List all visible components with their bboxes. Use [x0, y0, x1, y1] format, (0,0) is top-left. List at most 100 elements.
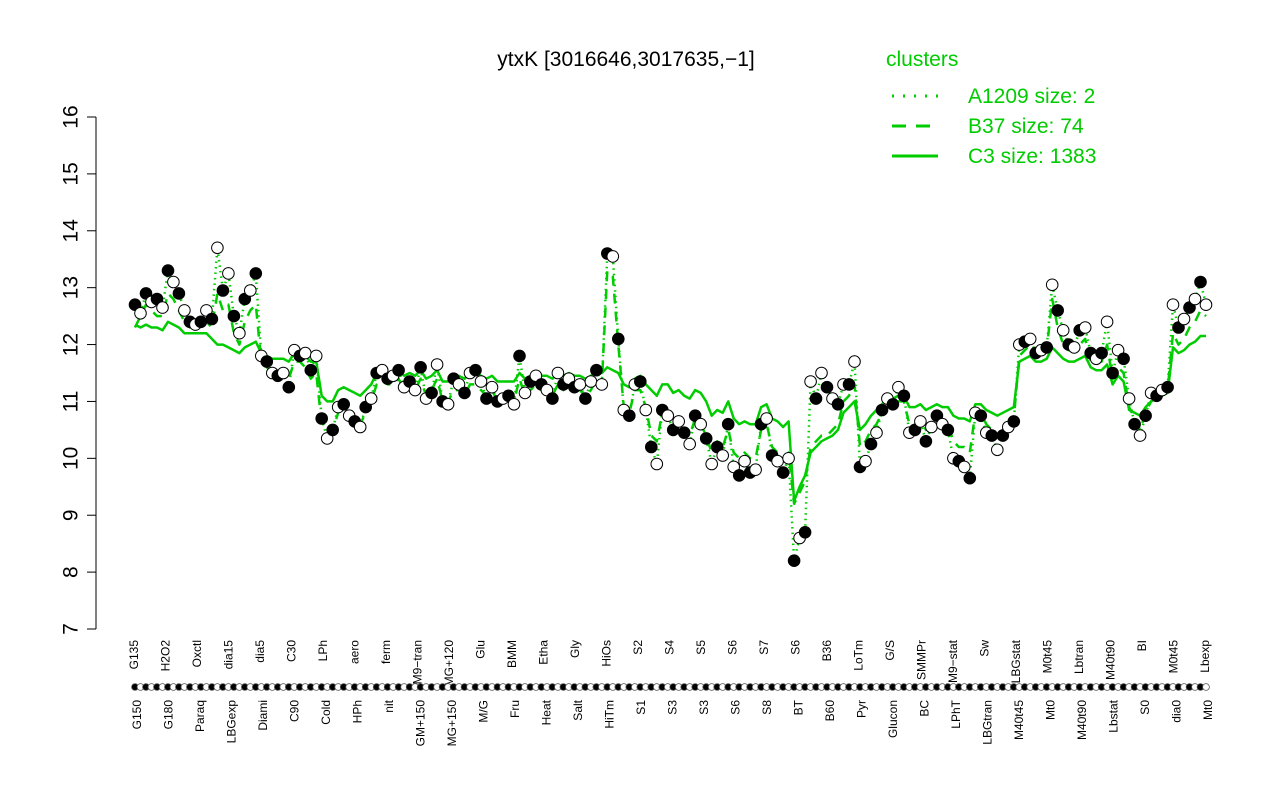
data-point — [1139, 409, 1152, 423]
x-tick-label-top: Sw — [978, 640, 992, 657]
x-tick-label-top: S5 — [694, 640, 708, 655]
x-tick-label-bottom: Cold — [319, 700, 333, 725]
y-tick-label: 13 — [60, 276, 83, 299]
x-tick-label-bottom: dia0 — [1170, 700, 1184, 723]
x-tick-label-top: BMM — [505, 640, 519, 668]
x-tick-label-bottom: Glucon — [886, 700, 900, 738]
data-point — [925, 420, 938, 434]
x-tick-label-top: LBGstat — [1009, 639, 1023, 683]
data-point — [546, 392, 559, 405]
data-point — [732, 469, 746, 482]
category-marker — [1202, 683, 1210, 691]
data-point — [441, 398, 455, 411]
chart-title: ytxK [3016646,3017635,−1] — [497, 48, 754, 71]
data-point — [315, 412, 329, 425]
data-point — [870, 426, 883, 440]
data-point — [848, 355, 861, 368]
data-point — [513, 349, 526, 363]
data-point — [282, 380, 296, 394]
x-tick-label-top: Glu — [474, 640, 488, 659]
data-point — [623, 409, 636, 423]
data-point — [941, 423, 955, 437]
data-point — [716, 449, 730, 462]
data-point — [1106, 366, 1119, 380]
y-tick-label: 9 — [60, 509, 83, 521]
data-point — [815, 366, 828, 380]
data-point — [469, 363, 482, 377]
data-point — [178, 304, 191, 317]
y-axis: 7 8 9 10 11 12 13 14 15 16 — [60, 105, 97, 635]
data-point — [1040, 341, 1053, 354]
data-point — [1067, 341, 1081, 354]
data-point — [645, 440, 658, 454]
data-point — [425, 386, 438, 400]
x-tick-label-bottom: Paraq — [193, 700, 207, 732]
data-point — [309, 349, 323, 363]
x-tick-label-bottom: M40t90 — [1075, 700, 1089, 740]
data-point — [634, 375, 647, 388]
data-point — [787, 554, 801, 568]
data-point — [590, 363, 603, 377]
x-tick-label-bottom: GM+150 — [414, 700, 428, 747]
legend-label-1: B37 size: 74 — [968, 115, 1084, 138]
data-point — [831, 398, 845, 411]
y-tick-label: 14 — [60, 219, 83, 243]
x-tick-label-bottom: Heat — [540, 699, 554, 725]
x-tick-label-bottom: LPhT — [949, 699, 963, 728]
x-tick-label-top: dia5 — [253, 640, 267, 663]
data-point — [1095, 346, 1108, 360]
data-point — [1188, 292, 1202, 306]
data-point — [1194, 275, 1207, 289]
data-point — [639, 403, 653, 417]
x-tick-label-bottom: S3 — [697, 700, 711, 715]
x-tick-label-bottom: MG+150 — [445, 700, 459, 747]
data-point — [677, 426, 691, 440]
x-tick-label-bottom: S1 — [634, 700, 648, 715]
x-tick-label-top: G135 — [127, 640, 141, 670]
x-tick-label-top: Lbexp — [1198, 640, 1212, 673]
data-point — [864, 437, 878, 451]
y-tick-label: 11 — [60, 391, 83, 413]
data-point — [1045, 278, 1059, 292]
x-tick-label-top: M9−stat — [946, 639, 960, 683]
data-point — [1051, 304, 1064, 317]
x-tick-label-top: M0t45 — [1041, 640, 1055, 674]
data-point — [161, 264, 175, 277]
x-tick-label-bottom: Mt0 — [1201, 700, 1215, 720]
x-tick-label-bottom: B60 — [823, 700, 837, 722]
data-point — [233, 326, 246, 340]
y-ticks: 7 8 9 10 11 12 13 14 15 16 — [60, 105, 96, 635]
data-point — [277, 366, 290, 380]
data-point — [326, 423, 340, 437]
y-tick-label: 7 — [60, 623, 83, 635]
data-point — [299, 346, 312, 360]
data-point — [579, 392, 592, 405]
x-tick-label-top: MG+120 — [442, 640, 456, 687]
x-tick-label-top: Oxctl — [190, 640, 204, 667]
x-tick-label-top: H2O2 — [159, 640, 173, 672]
data-point — [1100, 315, 1114, 329]
data-point — [260, 355, 274, 368]
data-point — [227, 309, 241, 323]
x-axis: G135 G150 H2O2 G180 Oxctl Paraq dia15 LBGexp dia… — [127, 639, 1215, 746]
data-point — [584, 375, 598, 388]
data-point — [1133, 429, 1147, 442]
data-point — [782, 452, 795, 465]
data-point — [1023, 332, 1037, 346]
legend-label-2: C3 size: 1383 — [968, 145, 1096, 168]
data-point — [798, 526, 812, 539]
data-point — [485, 380, 499, 394]
data-point — [820, 380, 834, 394]
data-point — [353, 420, 367, 434]
data-point — [205, 312, 219, 326]
data-point — [914, 415, 927, 428]
data-point — [661, 409, 675, 423]
data-point — [480, 392, 493, 405]
data-point — [842, 378, 856, 391]
data-point — [760, 412, 773, 425]
data-point — [507, 398, 521, 411]
x-tick-label-top: ferm — [379, 640, 393, 664]
data-point — [875, 403, 889, 417]
x-tick-label-top: Lbtran — [1072, 640, 1086, 674]
data-point — [364, 392, 378, 405]
